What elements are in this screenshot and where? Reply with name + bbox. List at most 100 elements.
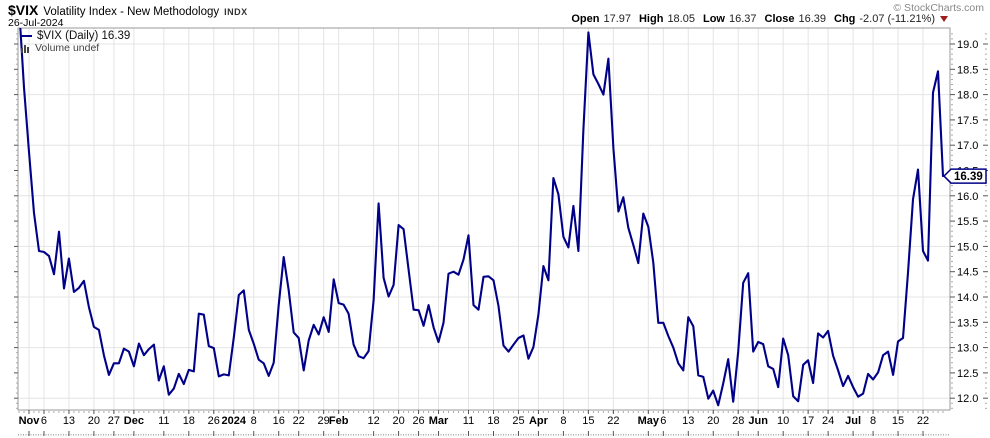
x-axis-label: 13 <box>63 415 75 427</box>
y-axis-minor-dot <box>985 114 987 116</box>
bottom-minor-dot <box>903 434 904 436</box>
y-axis-minor-dot <box>951 114 953 116</box>
x-axis-minor-dot <box>797 411 799 413</box>
y-axis-minor-dot <box>951 159 953 161</box>
bottom-minor-dot <box>208 434 209 436</box>
y-axis-minor-dot <box>951 286 953 288</box>
x-axis-minor-dot <box>308 411 310 413</box>
bottom-minor-dot <box>325 434 327 436</box>
x-axis-minor-dot <box>602 411 604 413</box>
y-axis-minor-dot <box>985 124 987 126</box>
y-axis-minor-dot <box>951 104 953 106</box>
y-axis-minor-dot <box>951 58 953 60</box>
bottom-minor-dot <box>703 434 704 436</box>
y-axis-minor-dot <box>985 387 987 389</box>
bottom-minor-dot <box>850 434 852 436</box>
bottom-minor-dot <box>495 434 497 436</box>
x-axis-minor-dot <box>682 411 684 413</box>
bottom-minor-dot <box>380 434 382 436</box>
bottom-minor-dot <box>878 434 879 436</box>
y-axis-minor-dot <box>16 266 18 268</box>
bottom-minor-dot <box>393 434 394 436</box>
x-axis-minor-dot <box>173 411 175 413</box>
y-axis-minor-dot <box>985 261 987 263</box>
y-axis-minor-dot <box>16 58 18 60</box>
y-axis-minor-dot <box>16 357 18 359</box>
x-axis-minor-dot <box>722 411 724 413</box>
x-axis-label: 10 <box>777 415 789 427</box>
bottom-minor-dot <box>78 434 79 436</box>
bottom-minor-dot <box>130 434 132 436</box>
y-axis-minor-dot <box>16 164 18 166</box>
x-axis-minor-dot <box>303 411 305 413</box>
y-axis-minor-dot <box>16 286 18 288</box>
bottom-minor-dot <box>200 434 202 436</box>
bottom-minor-dot <box>58 434 59 436</box>
bottom-minor-dot <box>640 434 642 436</box>
x-axis-minor-dot <box>572 411 574 413</box>
y-axis-minor-dot <box>951 331 953 333</box>
x-axis-minor-dot <box>742 411 744 413</box>
x-axis-minor-dot <box>78 411 80 413</box>
bottom-minor-dot <box>715 434 717 436</box>
bottom-minor-dot <box>158 434 159 436</box>
bottom-minor-dot <box>268 434 269 436</box>
y-axis-minor-dot <box>16 331 18 333</box>
bottom-minor-dot <box>230 434 232 436</box>
x-axis-minor-dot <box>118 411 120 413</box>
y-axis-minor-dot <box>951 382 953 384</box>
bottom-minor-dot <box>625 434 627 436</box>
x-axis-minor-dot <box>812 411 814 413</box>
x-axis-minor-dot <box>692 411 694 413</box>
bottom-minor-dot <box>830 434 832 436</box>
y-axis-minor-dot <box>951 83 953 85</box>
bottom-minor-dot <box>238 434 239 436</box>
y-axis-minor-dot <box>985 210 987 212</box>
bottom-minor-dot <box>150 434 152 436</box>
bottom-minor-dot <box>258 434 259 436</box>
y-axis-label: 18.5 <box>957 64 978 76</box>
bottom-minor-dot <box>413 434 414 436</box>
y-axis-minor-dot <box>985 104 987 106</box>
y-axis-minor-dot <box>16 291 18 293</box>
x-axis-minor-dot <box>203 411 205 413</box>
x-axis-label: Feb <box>329 415 349 427</box>
x-axis-minor-dot <box>497 411 499 413</box>
last-price-tag: 16.39 <box>942 168 987 184</box>
y-axis-minor-dot <box>985 129 987 131</box>
chart-header: $VIX Volatility Index - New Methodology IN… <box>8 2 248 20</box>
bottom-minor-dot <box>815 434 817 436</box>
y-axis-minor-dot <box>951 78 953 80</box>
y-axis-minor-dot <box>16 83 18 85</box>
bottom-minor-dot <box>678 434 679 436</box>
change-label: Chg <box>834 13 856 25</box>
low-value: 16.37 <box>728 13 757 25</box>
x-axis-label: Jul <box>845 415 861 427</box>
y-axis-minor-dot <box>985 382 987 384</box>
y-axis-minor-dot <box>951 99 953 101</box>
x-axis-minor-dot <box>183 411 185 413</box>
y-axis-minor-dot <box>951 316 953 318</box>
x-axis-minor-dot <box>423 411 425 413</box>
bottom-minor-dot <box>183 434 184 436</box>
y-axis-minor-dot <box>951 38 953 40</box>
grid-horizontal <box>18 43 950 399</box>
y-axis-minor-dot <box>951 149 953 151</box>
bottom-minor-dot <box>153 434 154 436</box>
bottom-minor-dot <box>190 434 192 436</box>
bottom-minor-dot <box>513 434 514 436</box>
low-label: Low <box>702 13 725 25</box>
x-axis-label: 20 <box>88 415 100 427</box>
bottom-minor-dot <box>680 434 682 436</box>
bottom-minor-dot <box>533 434 534 436</box>
x-axis-minor-dot <box>273 411 275 413</box>
bottom-minor-dot <box>763 434 764 436</box>
x-axis-minor-dot <box>168 411 170 413</box>
y-axis-minor-dot <box>985 291 987 293</box>
bottom-minor-dot <box>430 434 432 436</box>
bottom-minor-dot <box>280 434 282 436</box>
x-axis-minor-dot <box>907 411 909 413</box>
x-axis-minor-dot <box>792 411 794 413</box>
bottom-minor-dot <box>440 434 442 436</box>
y-axis-minor-dot <box>951 357 953 359</box>
